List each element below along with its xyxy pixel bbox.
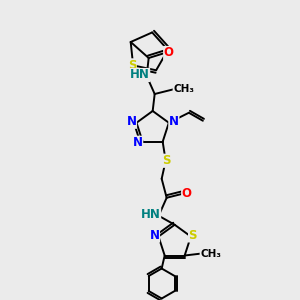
Text: O: O [182, 187, 192, 200]
Text: N: N [169, 115, 179, 128]
Text: N: N [133, 136, 143, 149]
Text: O: O [164, 46, 174, 59]
Text: S: S [162, 154, 171, 167]
Text: HN: HN [141, 208, 160, 221]
Text: N: N [127, 115, 136, 128]
Text: CH₃: CH₃ [173, 84, 194, 94]
Text: S: S [189, 229, 197, 242]
Text: CH₃: CH₃ [200, 248, 221, 259]
Text: S: S [128, 59, 136, 72]
Text: N: N [149, 229, 160, 242]
Text: HN: HN [130, 68, 150, 82]
